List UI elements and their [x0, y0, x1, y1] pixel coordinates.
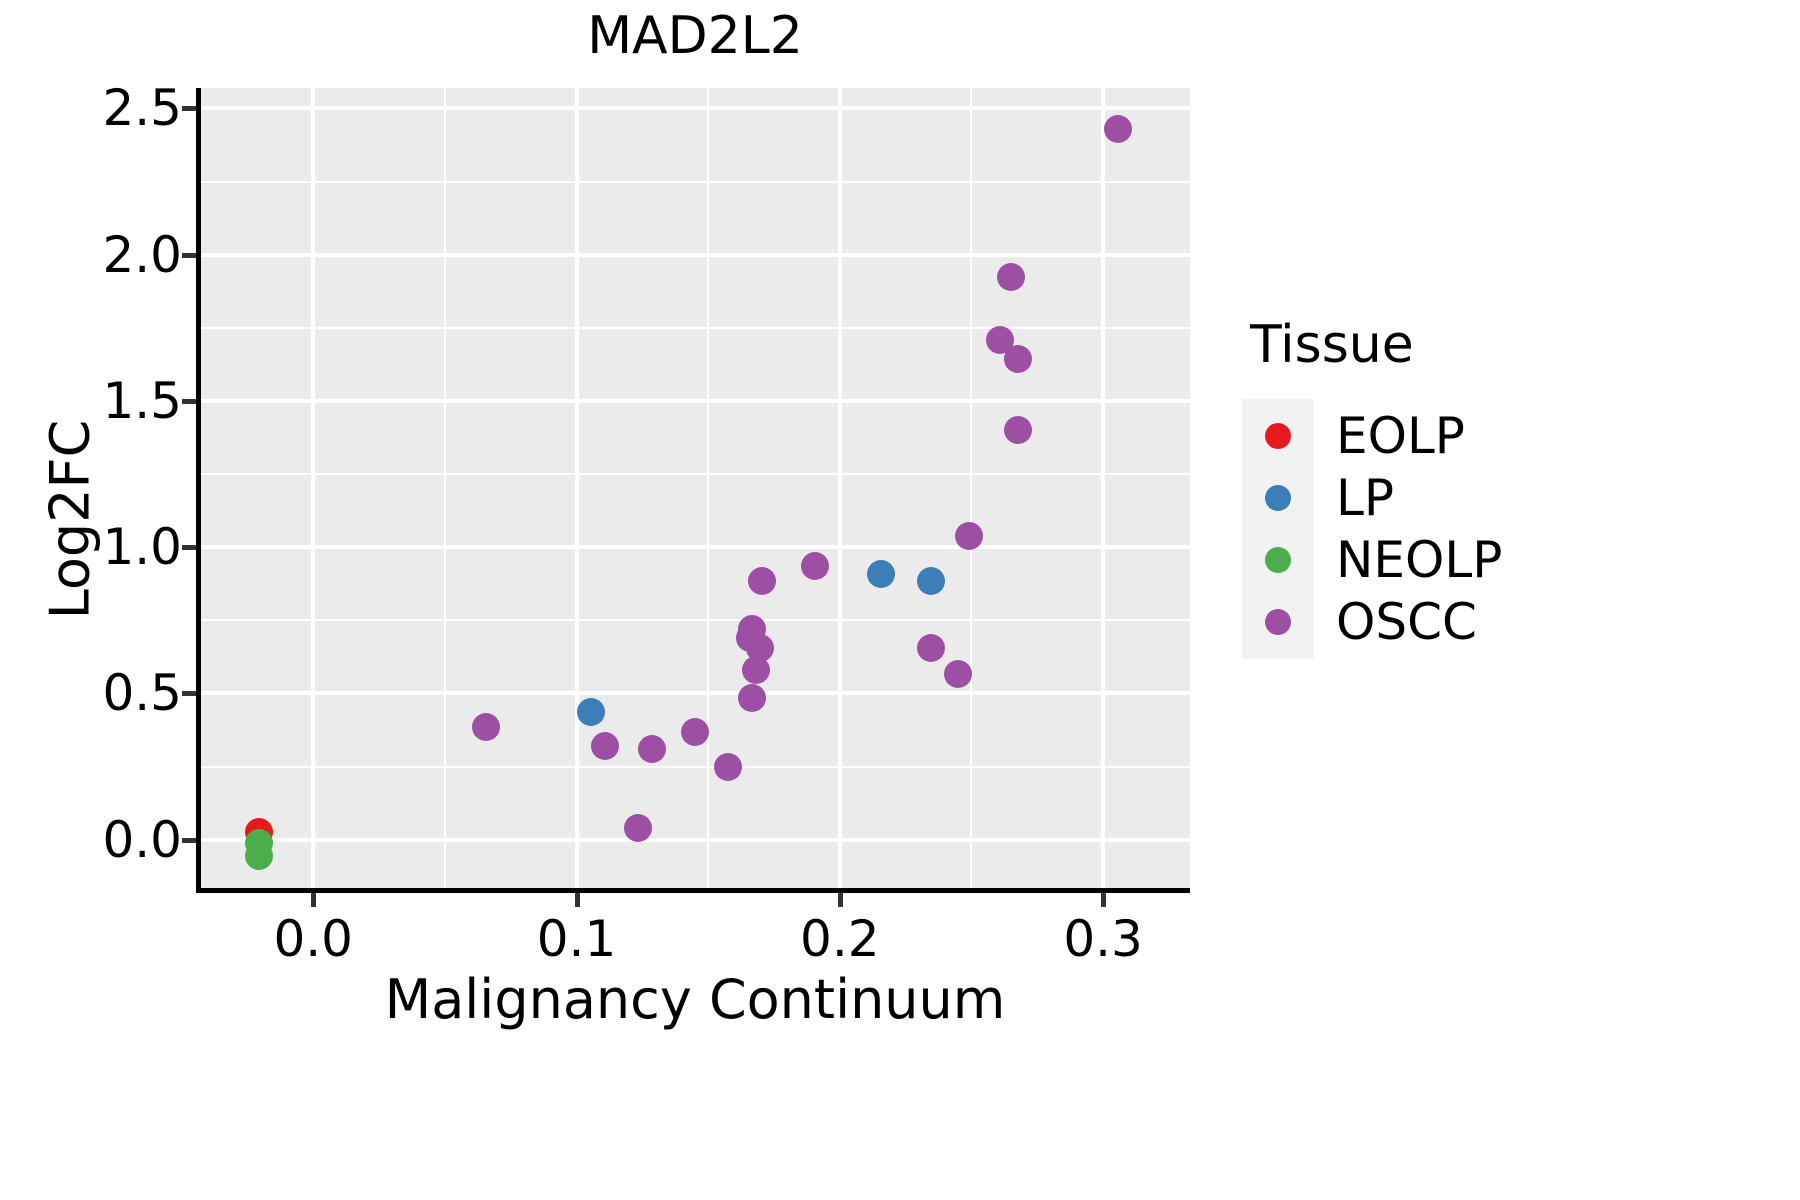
data-point-oscc: [996, 262, 1025, 291]
legend-label-neolp[interactable]: NEOLP: [1336, 530, 1503, 589]
y-axis-tick: [182, 545, 196, 551]
data-point-oscc: [741, 656, 770, 685]
legend-dot-icon: [1265, 422, 1291, 449]
gridline-minor-horizontal: [200, 765, 1190, 768]
legend-label-column: EOLP LP NEOLP OSCC: [1314, 399, 1502, 659]
gridline-minor-horizontal: [200, 619, 1190, 622]
gridline-minor-vertical: [443, 88, 446, 888]
data-point-oscc: [471, 713, 500, 742]
y-axis-line: [196, 88, 201, 888]
x-axis-tick: [837, 893, 843, 907]
gridline-major-vertical: [574, 88, 579, 888]
data-point-lp: [576, 698, 605, 727]
legend-dot-icon: [1265, 546, 1291, 573]
x-axis-tick: [1101, 893, 1107, 907]
gridline-minor-horizontal: [200, 180, 1190, 183]
data-point-oscc: [1103, 114, 1132, 143]
gridline-major-horizontal: [200, 837, 1190, 842]
y-axis-tick-label: 1.0: [102, 518, 182, 577]
gridline-minor-horizontal: [200, 326, 1190, 329]
y-axis-tick: [182, 837, 196, 843]
legend-label-lp[interactable]: LP: [1336, 468, 1395, 527]
x-axis-line: [196, 888, 1190, 893]
data-point-oscc: [681, 717, 709, 746]
gridline-major-vertical: [1101, 88, 1106, 888]
data-point-oscc: [591, 732, 620, 761]
gridline-major-horizontal: [200, 691, 1190, 696]
legend-items: EOLP LP NEOLP OSCC: [1242, 398, 1502, 659]
data-point-oscc: [944, 660, 973, 689]
data-point-oscc: [737, 683, 766, 712]
gridline-major-horizontal: [200, 545, 1190, 550]
x-axis-tick: [311, 893, 317, 907]
legend-label-oscc[interactable]: OSCC: [1336, 592, 1477, 651]
data-point-oscc: [713, 752, 742, 781]
gridline-major-horizontal: [200, 398, 1190, 403]
y-axis-tick-label: 1.5: [102, 371, 182, 430]
x-axis-tick: [574, 893, 580, 907]
gridline-minor-vertical: [707, 88, 710, 888]
y-axis-tick-label: 2.5: [102, 79, 182, 138]
data-point-oscc: [624, 814, 653, 843]
y-axis-tick-label: 0.5: [102, 664, 182, 723]
y-axis-tick-label: 0.0: [102, 810, 182, 869]
gridline-major-vertical: [837, 88, 842, 888]
gridline-minor-vertical: [970, 88, 973, 888]
legend-title: Tissue: [1250, 315, 1414, 375]
gridline-major-horizontal: [200, 106, 1190, 111]
legend-key-oscc[interactable]: [1242, 591, 1314, 653]
legend-dot-icon: [1265, 608, 1291, 635]
x-axis-title: Malignancy Continuum: [384, 968, 1006, 1031]
legend-key-lp[interactable]: [1242, 467, 1314, 529]
data-point-oscc: [800, 552, 829, 581]
legend: Tissue EOLP LP NEOLP OSCC: [1242, 318, 1502, 659]
legend-label-eolp[interactable]: EOLP: [1336, 406, 1465, 465]
x-axis-tick-label: 0.1: [536, 910, 617, 968]
data-point-oscc: [916, 634, 945, 663]
data-point-oscc: [954, 521, 983, 550]
y-axis-tick: [182, 691, 196, 697]
data-point-oscc: [1003, 344, 1032, 373]
x-axis-tick-label: 0.2: [800, 910, 880, 968]
legend-key-neolp[interactable]: [1242, 529, 1314, 591]
data-point-neolp: [245, 841, 274, 870]
y-axis-title: Log2FC: [38, 419, 102, 620]
data-point-lp: [916, 566, 945, 595]
legend-key-column: [1242, 398, 1314, 659]
data-point-oscc: [1003, 416, 1032, 445]
gridline-minor-horizontal: [200, 473, 1190, 476]
page-title: MAD2L2: [587, 6, 803, 66]
y-axis-tick-label: 2.0: [102, 225, 182, 284]
y-axis-tick: [182, 252, 196, 258]
data-point-oscc: [637, 735, 666, 764]
legend-dot-icon: [1265, 484, 1291, 511]
data-point-oscc: [748, 566, 777, 595]
legend-key-eolp[interactable]: [1242, 405, 1314, 467]
x-axis-tick-label: 0.0: [273, 910, 353, 968]
x-axis-tick-label: 0.3: [1063, 910, 1143, 968]
gridline-major-horizontal: [200, 252, 1190, 257]
plot-panel: [200, 88, 1190, 888]
gridline-major-vertical: [311, 88, 316, 888]
data-point-lp: [866, 559, 895, 588]
y-axis-tick: [182, 106, 196, 112]
y-axis-tick: [182, 398, 196, 404]
